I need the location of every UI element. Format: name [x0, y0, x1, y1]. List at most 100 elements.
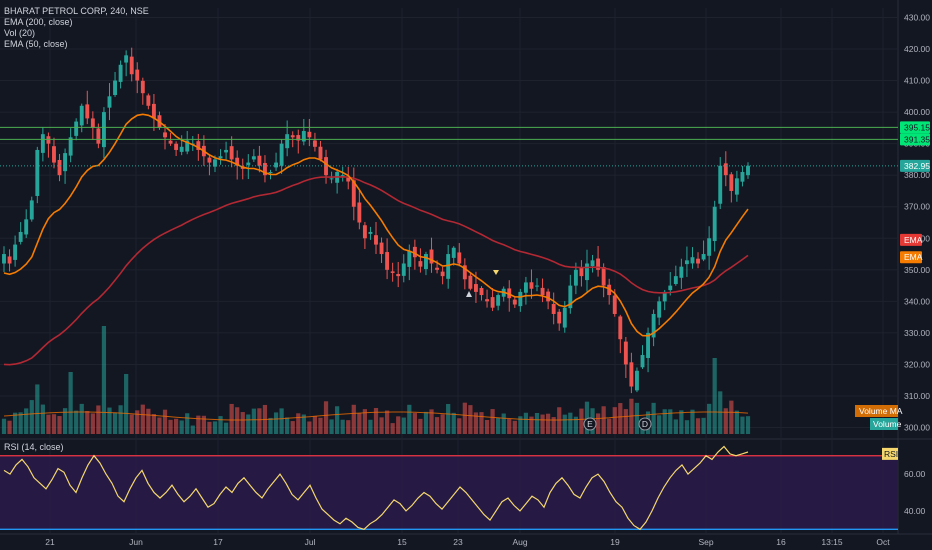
- candle-body: [573, 269, 578, 286]
- volume-bar: [412, 413, 417, 434]
- candle-body: [13, 244, 18, 260]
- ema50-line: [3, 113, 749, 337]
- candle-body: [485, 299, 489, 302]
- volume-bar: [457, 418, 462, 434]
- volume-bar: [484, 419, 490, 434]
- candle-body: [340, 175, 345, 177]
- volume-bar: [57, 416, 62, 434]
- candle-body: [673, 276, 678, 285]
- volume-bar: [7, 420, 12, 434]
- candle-body: [290, 135, 295, 138]
- candle-body: [107, 96, 112, 108]
- legend-symbol[interactable]: BHARAT PETROL CORP, 240, NSE: [4, 6, 149, 16]
- candle-body: [651, 313, 656, 338]
- volume-bar: [384, 410, 390, 434]
- candle-body: [118, 64, 123, 82]
- candle-body: [307, 131, 312, 138]
- candle-body: [174, 143, 179, 150]
- volume-bar: [618, 403, 623, 434]
- volume-bar: [373, 407, 379, 434]
- candle-body: [518, 291, 523, 307]
- volume-bar: [595, 413, 601, 434]
- volume-bar: [307, 421, 312, 434]
- volume-bar: [723, 408, 728, 434]
- volume-bar: [185, 413, 190, 434]
- volume-bar: [540, 414, 545, 434]
- volume-bar: [62, 408, 68, 434]
- candle-body: [168, 140, 173, 144]
- volume-tag-bg: [870, 418, 898, 430]
- level-tag-2: 391.35: [904, 134, 930, 144]
- volume-bar: [440, 414, 445, 434]
- volume-bar: [362, 409, 368, 434]
- volume-bar: [146, 408, 151, 434]
- y-tick-label: 350.00: [904, 265, 930, 275]
- rsi-legend[interactable]: RSI (14, close): [4, 442, 64, 452]
- legend-ema200[interactable]: EMA (200, close): [4, 17, 73, 27]
- candle-body: [523, 282, 528, 293]
- volume-bar: [207, 421, 212, 434]
- rsi-line: [3, 445, 749, 531]
- candle-body: [440, 271, 445, 277]
- volume-bar: [551, 417, 556, 434]
- candle-body: [85, 104, 90, 119]
- candle-body: [512, 299, 517, 305]
- candle-body: [251, 156, 256, 160]
- candle-body: [734, 178, 739, 195]
- legend-vol[interactable]: Vol (20): [4, 28, 36, 38]
- y-tick-label: 310.00: [904, 391, 930, 401]
- candle-body: [662, 291, 667, 302]
- candle-body: [301, 131, 306, 142]
- volume-bar: [634, 402, 640, 434]
- candle-body: [96, 128, 101, 144]
- candle-body: [429, 249, 434, 264]
- candle-body: [124, 55, 129, 63]
- candle-body: [218, 156, 223, 159]
- volume-bar: [523, 412, 529, 434]
- candle-body: [607, 284, 612, 296]
- candle-body: [285, 134, 290, 149]
- candle-body: [35, 149, 40, 196]
- volume-bar: [462, 402, 467, 434]
- candle-body: [729, 174, 734, 191]
- y-tick-label: 370.00: [904, 202, 930, 212]
- x-tick-label: Jul: [305, 537, 316, 547]
- candle-body: [379, 242, 384, 255]
- candle-body: [551, 303, 556, 314]
- candle-body: [424, 254, 428, 270]
- candle-body: [401, 263, 406, 276]
- volume-bar: [312, 415, 318, 434]
- candle-body: [40, 134, 45, 153]
- candle-body: [596, 258, 601, 270]
- volume-bar: [662, 409, 667, 434]
- volume-bar: [607, 418, 612, 434]
- legend-ema50[interactable]: EMA (50, close): [4, 39, 68, 49]
- volume-bar: [235, 407, 240, 434]
- candle-body: [224, 149, 229, 153]
- candle-body: [185, 140, 190, 152]
- candle-body: [496, 295, 501, 306]
- volume-bar: [745, 416, 751, 434]
- candle-body: [473, 284, 478, 292]
- volume-bar: [695, 418, 701, 434]
- volume-bar: [46, 414, 51, 434]
- candle-body: [684, 260, 689, 265]
- x-tick-label: 21: [45, 537, 55, 547]
- volume-bar: [124, 374, 129, 434]
- ema50-tag: EMA: [904, 252, 923, 262]
- volume-bar: [612, 407, 617, 434]
- volume-bar: [140, 404, 145, 434]
- candle-body: [52, 146, 56, 163]
- volume-bar: [357, 413, 362, 434]
- candle-body: [446, 254, 451, 279]
- candle-body: [601, 267, 606, 286]
- volume-bar: [290, 421, 295, 434]
- candle-body: [529, 282, 534, 289]
- candle-body: [629, 362, 634, 387]
- volume-bar: [479, 412, 484, 434]
- ema50-tag-bg: [900, 251, 922, 264]
- volume-bar: [157, 417, 162, 434]
- candle-body: [179, 146, 184, 152]
- volume-bar: [318, 417, 323, 434]
